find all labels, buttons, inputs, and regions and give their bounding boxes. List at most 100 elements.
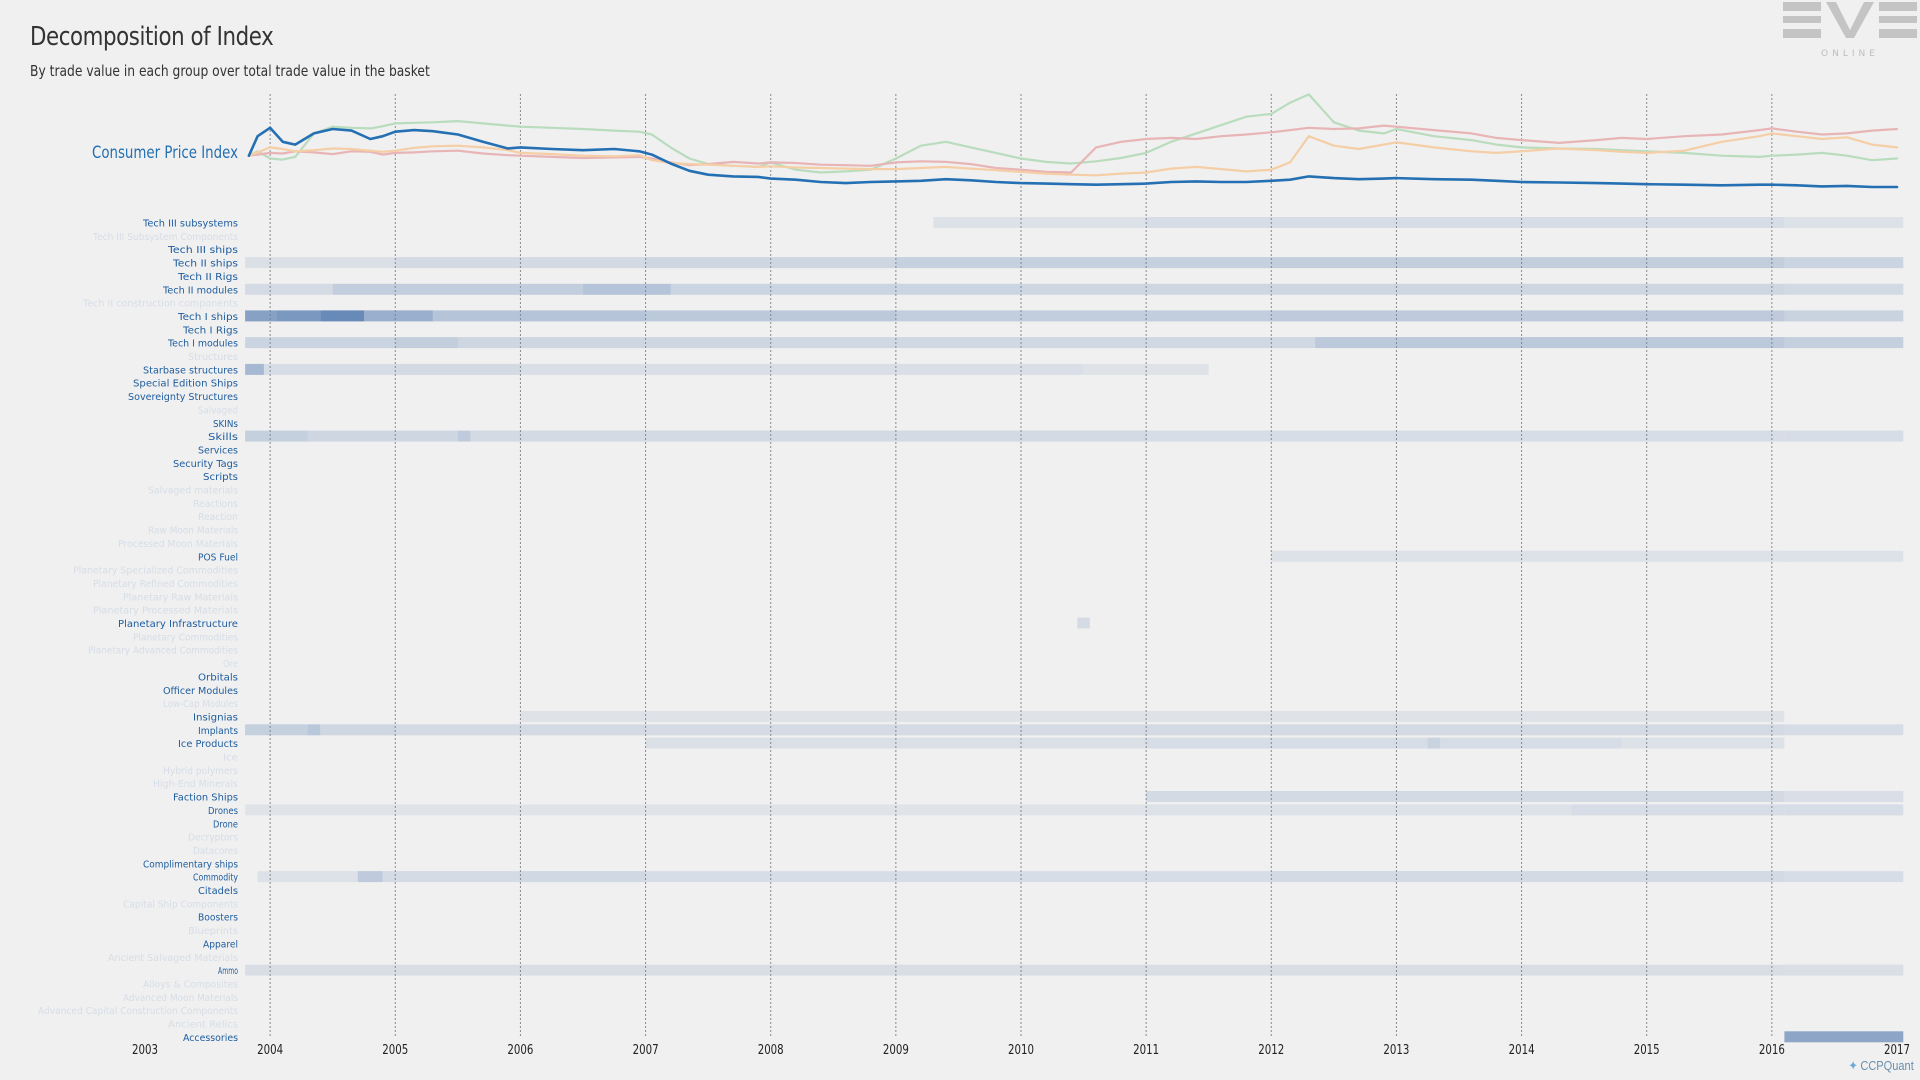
row-label-officer-modules: Officer Modules xyxy=(163,686,238,697)
row-label-special-edition-ships: Special Edition Ships xyxy=(133,379,238,390)
row-label-planetary-raw-materials: Planetary Raw Materials xyxy=(123,592,238,603)
heat-cell-tech-iii-subsystems-2 xyxy=(1784,217,1904,228)
row-label-datacores: Datacores xyxy=(193,846,238,857)
heat-cell-accessories-0 xyxy=(1784,1031,1904,1043)
heat-cell-tech-i-ships-2 xyxy=(320,310,364,322)
cpi-series-label: Consumer Price Index xyxy=(92,143,238,163)
x-tick-2013: 2013 xyxy=(1383,1043,1409,1058)
x-tick-2009: 2009 xyxy=(883,1043,909,1058)
heat-cell-tech-iii-subsystems-0 xyxy=(933,217,1147,228)
heat-cell-tech-ii-ships-1 xyxy=(395,257,646,269)
row-label-reactions: Reactions xyxy=(193,499,238,510)
row-label-planetary-processed-materials: Planetary Processed Materials xyxy=(93,606,238,617)
row-label-planetary-specialized-commodities: Planetary Specialized Commodities xyxy=(73,566,238,577)
heat-cell-ammo-0 xyxy=(245,964,1785,976)
heat-cell-starbase-structures-4 xyxy=(1083,363,1209,375)
heat-cell-implants-5 xyxy=(1146,724,1785,736)
heat-cell-tech-ii-ships-4 xyxy=(1271,257,1785,269)
heat-cell-pos-fuel-0 xyxy=(1271,550,1785,562)
heat-cell-tech-i-modules-0 xyxy=(245,337,396,349)
heat-cell-implants-6 xyxy=(1784,724,1904,736)
heat-cell-commodity-3 xyxy=(520,871,646,883)
row-label-ancient-salvaged-materials: Ancient Salvaged Materials xyxy=(108,953,238,964)
heat-cell-faction-ships-1 xyxy=(1784,791,1904,802)
heat-cell-starbase-structures-2 xyxy=(395,363,521,375)
row-label-complimentary-ships: Complimentary ships xyxy=(143,859,238,870)
row-label-orbitals: Orbitals xyxy=(198,672,238,683)
heat-cell-pos-fuel-1 xyxy=(1784,550,1904,562)
x-tick-2015: 2015 xyxy=(1634,1043,1660,1058)
heat-cell-skills-3 xyxy=(470,430,1147,442)
row-label-processed-moon-materials: Processed Moon Materials xyxy=(118,539,238,550)
heat-cell-tech-ii-modules-2 xyxy=(583,283,671,295)
row-label-insignias: Insignias xyxy=(193,713,238,724)
heat-cell-ice-products-3 xyxy=(1440,737,1622,749)
row-label-security-tags: Security Tags xyxy=(173,459,238,470)
row-label-tech-ii-ships: Tech II ships xyxy=(172,259,238,270)
x-tick-2006: 2006 xyxy=(507,1043,533,1058)
x-tick-2017: 2017 xyxy=(1884,1043,1910,1058)
heat-cell-starbase-structures-3 xyxy=(520,363,1084,375)
heat-cell-skills-4 xyxy=(1146,430,1785,442)
green-line xyxy=(247,93,1899,174)
heat-cell-tech-i-modules-1 xyxy=(395,337,458,349)
heat-cell-ice-products-1 xyxy=(1146,737,1428,749)
heat-cell-tech-ii-modules-3 xyxy=(670,283,1021,295)
x-tick-2011: 2011 xyxy=(1133,1043,1159,1058)
heat-cell-tech-i-ships-0 xyxy=(245,310,277,322)
heat-cell-tech-i-ships-3 xyxy=(364,310,433,322)
heat-cell-tech-ii-ships-5 xyxy=(1784,257,1904,269)
row-label-tech-ii-modules: Tech II modules xyxy=(162,285,238,296)
eve-online-logo: ONLINE xyxy=(1783,2,1917,59)
heat-cell-implants-4 xyxy=(645,724,1147,736)
row-label-commodity: Commodity xyxy=(193,873,238,884)
pink-line xyxy=(247,124,1899,174)
row-label-skills: Skills xyxy=(208,432,238,443)
row-label-decryptors: Decryptors xyxy=(188,833,238,844)
heat-cell-commodity-4 xyxy=(645,871,1272,883)
eve-online-logo-tag: ONLINE xyxy=(1821,49,1879,59)
heat-cell-tech-ii-ships-2 xyxy=(645,257,896,269)
heat-cell-tech-iii-subsystems-1 xyxy=(1146,217,1785,228)
cpi-line xyxy=(247,126,1899,189)
heat-cell-skills-1 xyxy=(307,430,458,442)
row-label-alloys-composites: Alloys & Composites xyxy=(143,979,238,990)
heat-cell-tech-i-modules-5 xyxy=(1784,337,1904,349)
row-label-planetary-commodities: Planetary Commodities xyxy=(133,632,238,643)
row-label-tech-ii-construction-components: Tech II construction components xyxy=(82,299,238,310)
heat-cell-commodity-0 xyxy=(257,871,358,883)
heat-cell-tech-i-modules-3 xyxy=(770,337,1316,349)
row-label-planetary-advanced-commodities: Planetary Advanced Commodities xyxy=(88,646,238,657)
row-label-ice: Ice xyxy=(223,753,238,764)
twitter-bird-icon: ✦ xyxy=(1848,1058,1859,1073)
credit[interactable]: ✦ CCPQuant xyxy=(1849,1058,1914,1074)
row-label-capital-ship-components: Capital Ship Components xyxy=(123,899,238,910)
heat-cell-implants-2 xyxy=(320,724,396,736)
row-label-tech-iii-subsystems: Tech III subsystems xyxy=(142,219,238,230)
heatmap-cells xyxy=(245,217,1904,1043)
row-label-tech-ii-rigs: Tech II Rigs xyxy=(177,272,238,283)
row-label-salvaged: Salvaged xyxy=(198,405,238,416)
heat-cell-drones-1 xyxy=(1146,804,1572,816)
x-tick-2012: 2012 xyxy=(1258,1043,1284,1058)
heat-cell-tech-i-ships-5 xyxy=(645,310,896,322)
heat-cell-tech-i-ships-7 xyxy=(1271,310,1785,322)
cpi-lines xyxy=(247,93,1899,189)
heat-cell-tech-i-ships-8 xyxy=(1784,310,1904,322)
heat-cell-starbase-structures-1 xyxy=(263,363,396,375)
heat-cell-faction-ships-0 xyxy=(1146,791,1785,802)
credit-handle: CCPQuant xyxy=(1860,1058,1914,1073)
row-label-tech-i-ships: Tech I ships xyxy=(177,312,238,323)
row-label-boosters: Boosters xyxy=(198,913,238,924)
row-label-ammo: Ammo xyxy=(218,966,238,977)
row-label-tech-i-modules: Tech I modules xyxy=(167,339,238,350)
row-label-accessories: Accessories xyxy=(183,1033,238,1044)
heat-cell-tech-i-modules-4 xyxy=(1315,337,1785,349)
heat-cell-skills-2 xyxy=(457,430,471,442)
heat-cell-tech-ii-ships-0 xyxy=(245,257,396,269)
row-label-tech-iii-ships: Tech III ships xyxy=(167,245,238,256)
heat-cell-tech-ii-modules-5 xyxy=(1784,283,1904,295)
heat-cell-tech-ii-modules-4 xyxy=(1021,283,1785,295)
row-label-ice-products: Ice Products xyxy=(178,739,238,750)
